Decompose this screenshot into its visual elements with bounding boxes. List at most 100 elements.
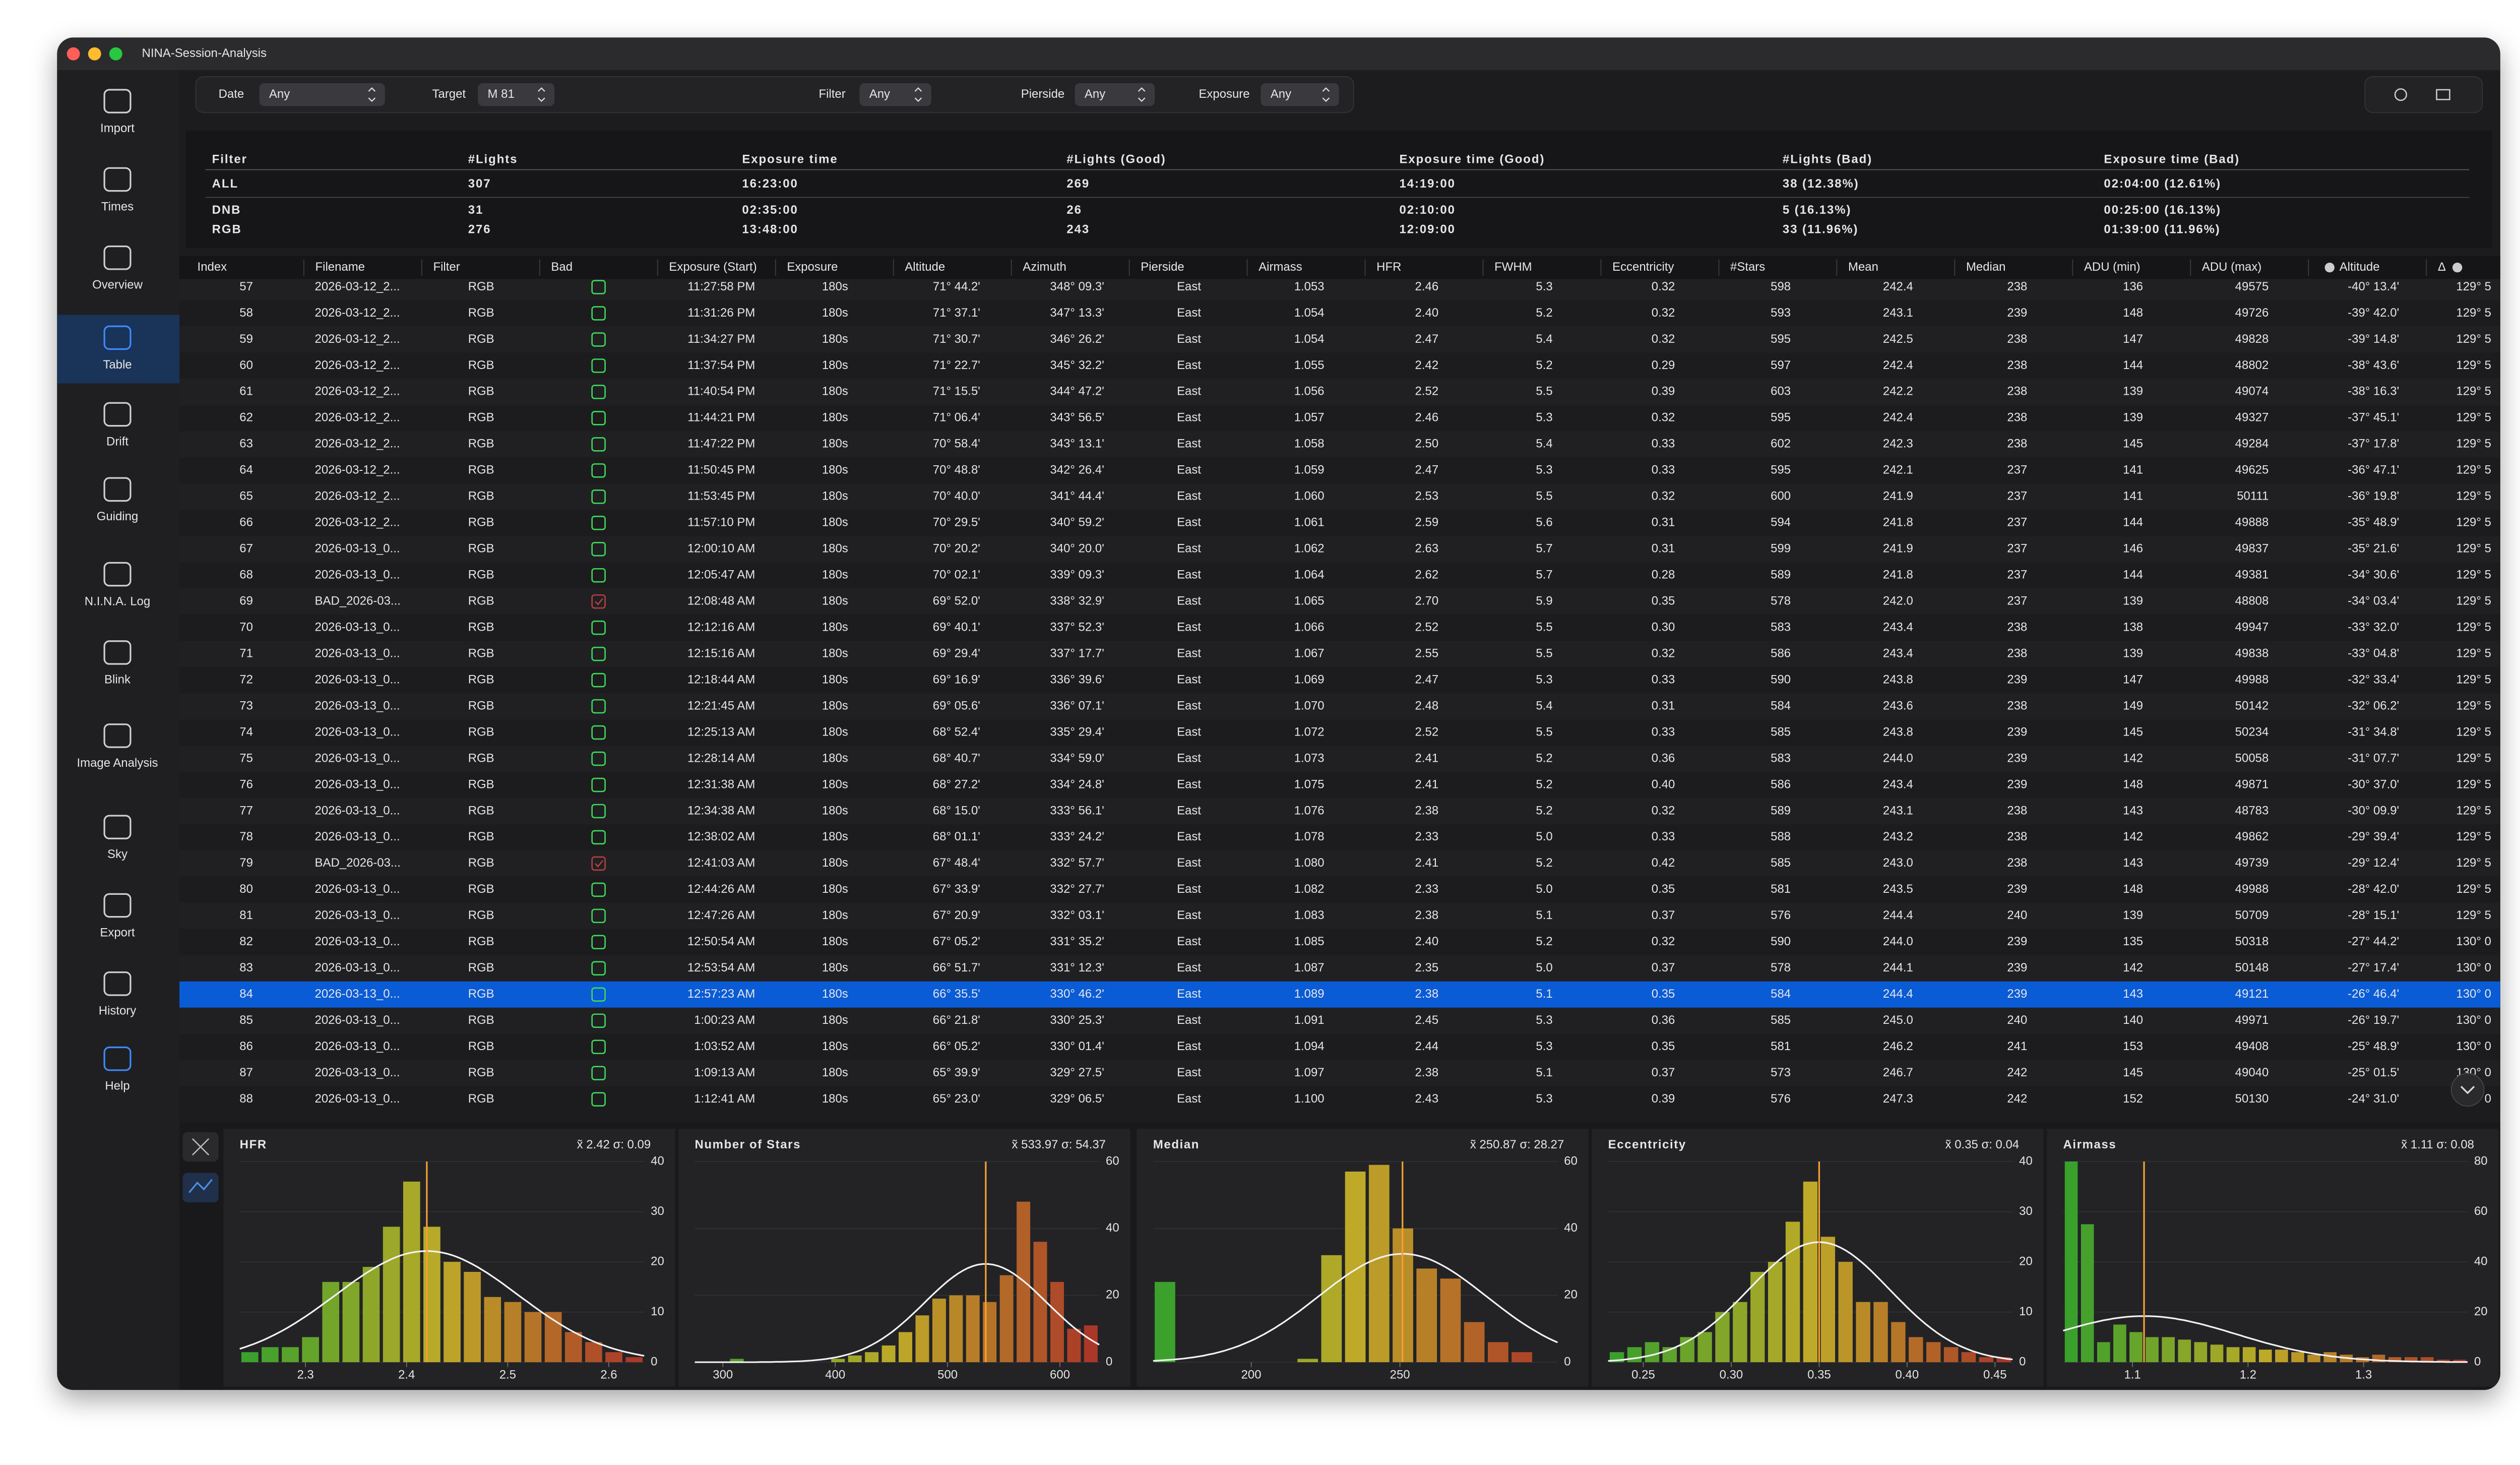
table-row[interactable] [179, 955, 2500, 982]
bad-checkbox[interactable] [591, 385, 606, 399]
minimize-button[interactable] [88, 47, 101, 60]
chart-mode-button[interactable] [182, 1173, 219, 1202]
bad-checkbox[interactable] [591, 961, 606, 975]
sidebar-label[interactable]: Sky [107, 847, 128, 861]
filter-select[interactable] [478, 83, 555, 106]
sidebar-label[interactable]: Overview [92, 278, 143, 292]
column-header[interactable]: ADU (max) [2202, 260, 2261, 274]
filter-select[interactable] [1075, 83, 1155, 106]
bad-checkbox[interactable] [591, 830, 606, 845]
sidebar-label[interactable]: History [99, 1004, 137, 1018]
sidebar-label[interactable]: Image Analysis [77, 756, 158, 770]
bad-checkbox[interactable] [591, 1066, 606, 1080]
bad-checkbox[interactable] [591, 751, 606, 766]
bad-checkbox[interactable] [591, 411, 606, 425]
table-row[interactable] [179, 1033, 2500, 1060]
table-row[interactable] [179, 1007, 2500, 1034]
column-header[interactable]: Eccentricity [1612, 260, 1674, 274]
table-row[interactable] [179, 693, 2500, 720]
column-header[interactable]: Exposure (Start) [669, 260, 757, 274]
sidebar-label[interactable]: Blink [104, 673, 131, 687]
settings-icon[interactable] [2394, 88, 2408, 101]
close-button[interactable] [67, 47, 80, 60]
bad-checkbox[interactable] [591, 908, 606, 924]
sidebar-icon[interactable] [103, 1046, 132, 1071]
bad-checkbox[interactable] [591, 935, 606, 950]
sidebar-icon[interactable] [103, 246, 132, 270]
sidebar-icon[interactable] [103, 815, 132, 839]
bad-checkbox[interactable] [591, 673, 606, 688]
sidebar-label[interactable]: Table [103, 358, 132, 372]
bad-checkbox[interactable] [591, 856, 606, 871]
table-row[interactable] [179, 824, 2500, 850]
table-row[interactable] [179, 850, 2500, 877]
table-row[interactable] [179, 300, 2500, 327]
bad-checkbox[interactable] [591, 987, 606, 1002]
filter-value[interactable]: Any [269, 87, 290, 101]
bad-checkbox[interactable] [591, 358, 606, 373]
table-row[interactable] [179, 274, 2500, 300]
column-header[interactable]: Median [1966, 260, 2006, 274]
column-header[interactable]: Pierside [1141, 260, 1184, 274]
table-row[interactable] [179, 615, 2500, 641]
table-row[interactable] [179, 483, 2500, 510]
columns-icon[interactable] [2436, 89, 2450, 100]
table-row[interactable] [179, 536, 2500, 563]
bad-checkbox[interactable] [591, 568, 606, 583]
sidebar-icon[interactable] [103, 640, 132, 665]
column-header[interactable]: ADU (min) [2084, 260, 2140, 274]
sidebar-label[interactable]: Export [100, 926, 135, 939]
bad-checkbox[interactable] [591, 1040, 606, 1054]
table-row[interactable] [179, 641, 2500, 667]
column-header[interactable]: #Stars [1730, 260, 1765, 274]
sidebar-icon[interactable] [103, 477, 132, 502]
bad-checkbox[interactable] [591, 804, 606, 819]
table-row[interactable] [179, 772, 2500, 799]
sidebar-icon[interactable] [103, 402, 132, 427]
sidebar-icon[interactable] [103, 971, 132, 996]
sidebar-icon[interactable] [103, 723, 132, 748]
zoom-button[interactable] [109, 47, 122, 60]
table-row[interactable] [179, 667, 2500, 694]
sidebar-icon[interactable] [103, 893, 132, 918]
table-row[interactable] [179, 457, 2500, 484]
bad-checkbox[interactable] [591, 332, 606, 347]
bad-checkbox[interactable] [591, 725, 606, 740]
sidebar-icon[interactable] [103, 167, 132, 192]
bad-checkbox[interactable] [591, 1092, 606, 1107]
column-header[interactable]: Index [198, 260, 227, 274]
sidebar-icon[interactable] [103, 325, 132, 350]
bad-checkbox[interactable] [591, 882, 606, 897]
sidebar-icon[interactable] [103, 89, 132, 113]
column-header[interactable]: Airmass [1258, 260, 1302, 274]
bad-checkbox[interactable] [591, 490, 606, 504]
table-row[interactable] [179, 352, 2500, 379]
column-header[interactable]: Δ [2438, 260, 2446, 274]
filter-value[interactable]: M 81 [488, 87, 515, 101]
table-row[interactable] [179, 1060, 2500, 1086]
bad-checkbox[interactable] [591, 463, 606, 478]
scroll-down-button[interactable] [2450, 1073, 2485, 1107]
column-header[interactable]: Altitude [905, 260, 945, 274]
bad-checkbox[interactable] [591, 280, 606, 294]
table-row[interactable] [179, 562, 2500, 589]
column-header[interactable]: Bad [551, 260, 573, 274]
table-row[interactable] [179, 405, 2500, 432]
column-header[interactable]: Altitude [2340, 260, 2380, 274]
column-header[interactable]: Exposure [787, 260, 838, 274]
filter-select[interactable] [1261, 83, 1339, 106]
column-header[interactable]: FWHM [1494, 260, 1532, 274]
bad-checkbox[interactable] [591, 620, 606, 635]
column-header[interactable]: Filter [433, 260, 460, 274]
table-row[interactable] [179, 902, 2500, 929]
selected-row[interactable] [179, 981, 2500, 1008]
sidebar-label[interactable]: N.I.N.A. Log [85, 594, 150, 608]
filter-value[interactable]: Any [1085, 87, 1105, 101]
bad-checkbox[interactable] [591, 699, 606, 714]
filter-value[interactable]: Any [1271, 87, 1291, 101]
table-row[interactable] [179, 1086, 2500, 1113]
bad-checkbox[interactable] [591, 437, 606, 452]
filter-select[interactable] [859, 83, 931, 106]
bad-checkbox[interactable] [591, 646, 606, 661]
bad-checkbox[interactable] [591, 541, 606, 557]
